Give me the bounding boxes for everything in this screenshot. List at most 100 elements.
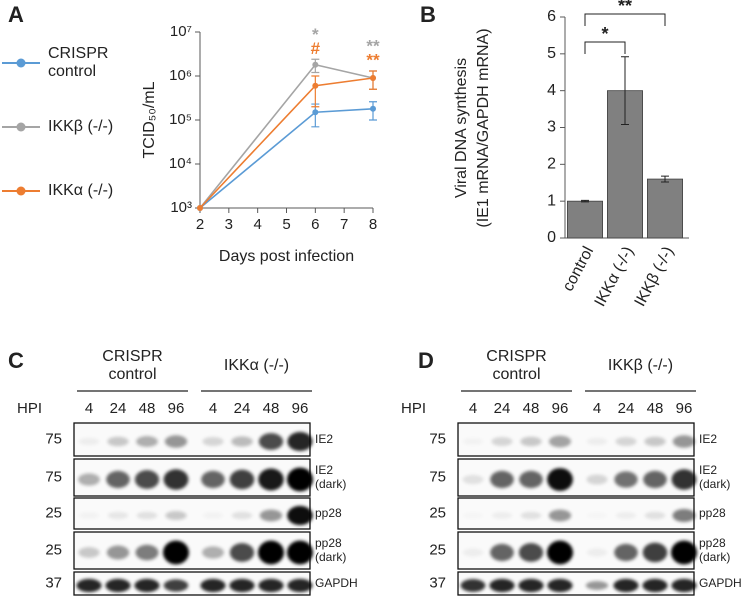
hpi-value: 96 — [292, 400, 309, 417]
series-line — [199, 107, 374, 209]
band — [106, 545, 130, 560]
band — [203, 512, 223, 519]
row-label-box: pp28 (dark) — [699, 536, 730, 564]
mw-label: 25 — [429, 504, 446, 521]
band — [462, 474, 484, 485]
band — [672, 508, 696, 523]
band — [671, 469, 697, 490]
band — [200, 578, 226, 593]
band — [491, 437, 513, 446]
band — [547, 468, 573, 491]
y-tick-label: 4 — [547, 82, 556, 99]
band — [644, 511, 666, 520]
band — [78, 437, 100, 446]
band — [78, 473, 100, 486]
x-tick-label: 5 — [282, 216, 290, 233]
y-tick-label: 0 — [547, 229, 556, 246]
band — [643, 470, 667, 489]
band — [644, 436, 666, 447]
band — [76, 578, 102, 593]
hpi-label: HPI — [17, 400, 42, 417]
y-tick-label: 10³ — [170, 199, 192, 216]
row-label: pp28 (dark) — [315, 535, 347, 564]
y-axis-label: (IE1 mRNA/GAPDH mRNA) — [475, 28, 492, 227]
band — [491, 512, 513, 519]
hpi-label: HPI — [401, 400, 426, 417]
legend-label-box: IKKα (-/-) — [48, 182, 113, 199]
panel-label: A — [8, 2, 24, 27]
significance-mark: # — [311, 39, 321, 58]
legend-label-box: IKKβ (-/-) — [48, 118, 113, 135]
error-bar — [581, 199, 589, 203]
x-tick-label: 2 — [196, 216, 204, 233]
mw-label: 25 — [45, 504, 62, 521]
mw-label: 37 — [429, 574, 446, 591]
y-axis-label: Viral DNA synthesis — [453, 58, 470, 198]
mw-label: 75 — [45, 430, 62, 447]
band — [259, 509, 283, 522]
x-axis-label: Days post infection — [219, 248, 354, 265]
band — [258, 540, 284, 565]
band — [642, 578, 668, 593]
significance-mark: ** — [618, 0, 632, 16]
band — [586, 474, 608, 485]
band — [518, 543, 544, 562]
group-label-box: IKKβ (-/-) — [607, 356, 674, 374]
band — [287, 540, 313, 565]
band — [489, 578, 515, 593]
row-label-box: IE2 (dark) — [315, 463, 346, 491]
band — [258, 578, 284, 593]
group-label: IKKβ (-/-) — [607, 356, 674, 374]
band — [165, 511, 187, 520]
point — [312, 109, 319, 116]
significance-mark: ** — [366, 36, 380, 55]
band — [671, 578, 697, 593]
row-label-box: IE2 (dark) — [699, 462, 731, 491]
band — [520, 436, 542, 447]
hpi-value: 48 — [647, 400, 664, 417]
hpi-value: 24 — [494, 400, 511, 417]
hpi-value: 96 — [168, 400, 185, 417]
point — [370, 105, 376, 112]
row-label: IE2 (dark) — [699, 462, 731, 491]
band — [229, 543, 255, 562]
hpi-value: 4 — [469, 400, 477, 417]
mw-label: 75 — [429, 430, 446, 447]
band — [287, 505, 313, 526]
row-label: pp28 — [315, 505, 342, 520]
band — [519, 470, 543, 489]
band — [490, 470, 514, 489]
legend-marker — [16, 122, 26, 132]
band — [136, 436, 158, 447]
band — [163, 469, 189, 490]
series-line — [199, 77, 374, 209]
band — [490, 543, 514, 562]
band — [258, 468, 284, 491]
y-tick-label: 5 — [547, 45, 556, 62]
band — [518, 578, 544, 593]
panel-label: D — [418, 348, 434, 373]
x-tick-label: control — [560, 244, 598, 294]
mw-label: 37 — [45, 574, 62, 591]
y-tick-label: 10⁷ — [170, 23, 192, 40]
band — [463, 512, 483, 518]
group-label: CRISPR control — [486, 347, 547, 383]
band — [135, 544, 159, 561]
band — [202, 437, 224, 446]
band — [460, 579, 486, 592]
band — [548, 435, 572, 448]
row-label: IE2 — [699, 431, 718, 446]
significance-mark: * — [312, 25, 319, 44]
error-bar — [661, 175, 669, 183]
band — [136, 511, 158, 520]
band — [587, 512, 607, 518]
point — [197, 205, 203, 211]
row-label-box: pp28 — [315, 505, 342, 520]
band — [671, 540, 697, 565]
hpi-value: 48 — [139, 400, 156, 417]
hpi-value: 24 — [618, 400, 635, 417]
hpi-value: 96 — [552, 400, 569, 417]
mw-label: 75 — [45, 468, 62, 485]
